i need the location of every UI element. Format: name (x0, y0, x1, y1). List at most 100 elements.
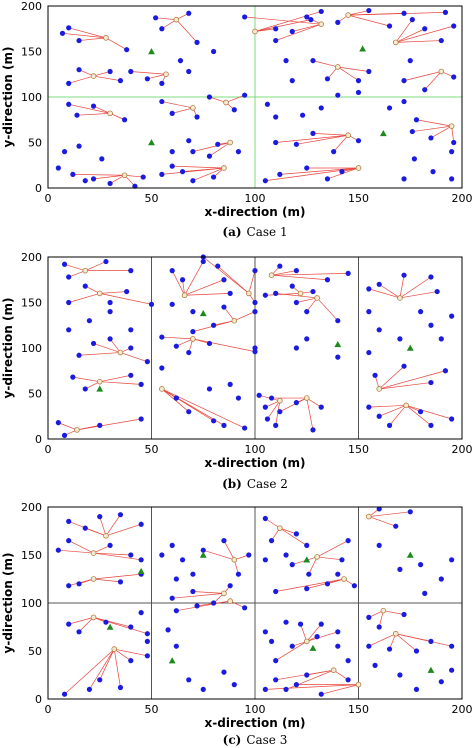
sink-node (406, 344, 414, 351)
sensor-node (252, 345, 258, 351)
cluster-link (58, 422, 78, 431)
cluster-head (221, 590, 227, 597)
sensor-node (186, 68, 192, 75)
panel-c-xtick-100: 100 (245, 703, 266, 716)
cluster-link (209, 96, 227, 103)
cluster-head (173, 16, 180, 23)
sensor-node (173, 343, 179, 349)
sensor-node (190, 309, 196, 315)
panel-a-ytick-100: 100 (21, 91, 42, 104)
cluster-link (93, 75, 121, 81)
cluster-head (90, 614, 97, 621)
sensor-node (351, 583, 357, 589)
sensor-node (273, 677, 279, 683)
cluster-link (184, 261, 204, 296)
sensor-node (200, 547, 206, 553)
sensor-node (76, 37, 82, 44)
sensor-node (262, 404, 268, 410)
sensor-node (310, 288, 316, 295)
sensor-node (97, 422, 103, 428)
sensor-node (55, 547, 61, 553)
cluster-link (306, 669, 334, 676)
cluster-link (172, 165, 224, 169)
sensor-node (97, 514, 103, 520)
sensor-node (451, 74, 457, 80)
sink-node (137, 567, 145, 575)
sensor-node (411, 156, 417, 162)
sensor-node (366, 68, 372, 75)
sink-node (199, 310, 207, 317)
cluster-link (368, 404, 407, 408)
cluster-link (424, 71, 442, 90)
cluster-link (99, 291, 127, 294)
cluster-head (223, 99, 229, 106)
sensor-node (366, 7, 372, 14)
sensor-node (345, 270, 351, 276)
cluster-link (306, 623, 322, 642)
cluster-link (161, 19, 177, 30)
sensor-node (138, 381, 144, 387)
sensor-node (397, 336, 403, 342)
cluster-link (306, 297, 318, 312)
sensor-node (235, 395, 242, 401)
cluster-link (161, 388, 245, 429)
cluster-link (64, 263, 86, 271)
cluster-head (190, 336, 196, 342)
sensor-node (293, 299, 299, 306)
cluster-link (337, 66, 359, 81)
cluster-link (124, 174, 144, 178)
sensor-node (318, 691, 324, 697)
sensor-node (252, 299, 258, 306)
cluster-link (368, 516, 396, 527)
cluster-link (99, 648, 115, 680)
sensor-node (293, 682, 299, 688)
cluster-head (74, 427, 80, 433)
sensor-node (262, 557, 268, 563)
cluster-link (306, 397, 322, 408)
cluster-head (438, 68, 445, 75)
sensor-node (200, 686, 206, 693)
cluster-link (99, 374, 131, 383)
cluster-head (121, 172, 128, 179)
sensor-node (428, 379, 434, 386)
sensor-node (190, 588, 196, 595)
panel-a-xtick-50: 50 (145, 192, 159, 205)
sensor-node (422, 26, 428, 32)
cluster-link (275, 641, 307, 661)
sensor-node (242, 14, 248, 20)
cluster-link (225, 94, 245, 103)
sensor-node (66, 299, 72, 306)
sensor-node (273, 588, 279, 595)
cluster-head (268, 272, 275, 279)
sensor-node (252, 349, 258, 355)
cluster-link (182, 167, 224, 172)
cluster-link (399, 291, 438, 299)
cluster-link (265, 293, 301, 296)
sensor-node (397, 672, 403, 678)
panel-b-xtick-50: 50 (145, 443, 159, 456)
cluster-link (203, 549, 235, 561)
cluster-head (314, 554, 320, 560)
sensor-node (66, 518, 72, 525)
sink-node (379, 130, 387, 137)
cluster-link (395, 633, 452, 647)
sensor-node (138, 521, 144, 527)
sensor-node (401, 611, 407, 618)
sensor-node (331, 149, 337, 155)
panel-c-ticks: 0 50 100 150 200 0 50 100 150 200 (21, 501, 473, 716)
cluster-head (227, 598, 233, 604)
cluster-link (79, 37, 106, 41)
sensor-node (304, 309, 310, 315)
panel-b-ytick-100: 100 (21, 342, 42, 355)
cluster-head (227, 139, 233, 146)
panel-b-ytick-0: 0 (35, 433, 42, 446)
sensor-node (173, 576, 179, 582)
sensor-node (304, 165, 310, 171)
cluster-link (341, 167, 359, 172)
sensor-node (438, 576, 444, 582)
sensor-node (103, 619, 109, 625)
cluster-link (120, 352, 148, 362)
sensor-node (231, 107, 237, 113)
sensor-node (407, 509, 413, 515)
sensor-node (76, 67, 82, 73)
